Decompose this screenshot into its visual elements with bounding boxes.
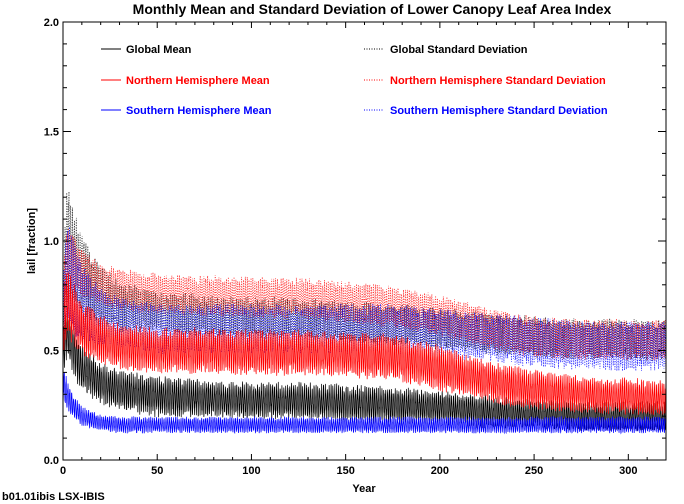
legend-label: Southern Hemisphere Standard Deviation	[390, 105, 608, 117]
x-tick-label: 50	[151, 465, 163, 477]
x-axis: 0 50 100 150 200 250 300	[60, 22, 667, 477]
figure-caption: b01.01ibis LSX-IBIS	[2, 491, 105, 503]
y-tick-label: 0.5	[44, 346, 59, 358]
series-line-southern-hemisphere-mean	[63, 372, 666, 435]
legend-label: Southern Hemisphere Mean	[126, 105, 272, 117]
y-tick-label: 1.5	[44, 127, 59, 139]
x-tick-label: 300	[619, 465, 637, 477]
chart-title: Monthly Mean and Standard Deviation of L…	[133, 1, 612, 17]
x-axis-label: Year	[352, 483, 376, 495]
x-tick-label: 250	[525, 465, 543, 477]
x-tick-label: 0	[60, 465, 66, 477]
series-line-northern-hemisphere-standard-deviation	[63, 228, 666, 361]
series-line-northern-hemisphere-mean	[63, 272, 666, 415]
x-tick-label: 100	[242, 465, 260, 477]
y-tick-label: 1.0	[44, 236, 59, 248]
legend-label: Global Standard Deviation	[390, 44, 528, 56]
y-axis-label: lail [fraction]	[26, 208, 38, 274]
legend-label: Northern Hemisphere Mean	[126, 75, 270, 87]
legend-label: Northern Hemisphere Standard Deviation	[390, 75, 606, 87]
legend: Global Mean Global Standard Deviation Nort…	[101, 44, 608, 117]
series-layer	[63, 191, 666, 435]
y-tick-label: 2.0	[44, 17, 59, 29]
x-tick-label: 150	[336, 465, 354, 477]
y-axis: 0.0 0.5 1.0 1.5 2.0	[44, 17, 666, 467]
y-tick-label: 0.0	[44, 455, 59, 467]
legend-label: Global Mean	[126, 44, 192, 56]
x-tick-label: 200	[431, 465, 449, 477]
